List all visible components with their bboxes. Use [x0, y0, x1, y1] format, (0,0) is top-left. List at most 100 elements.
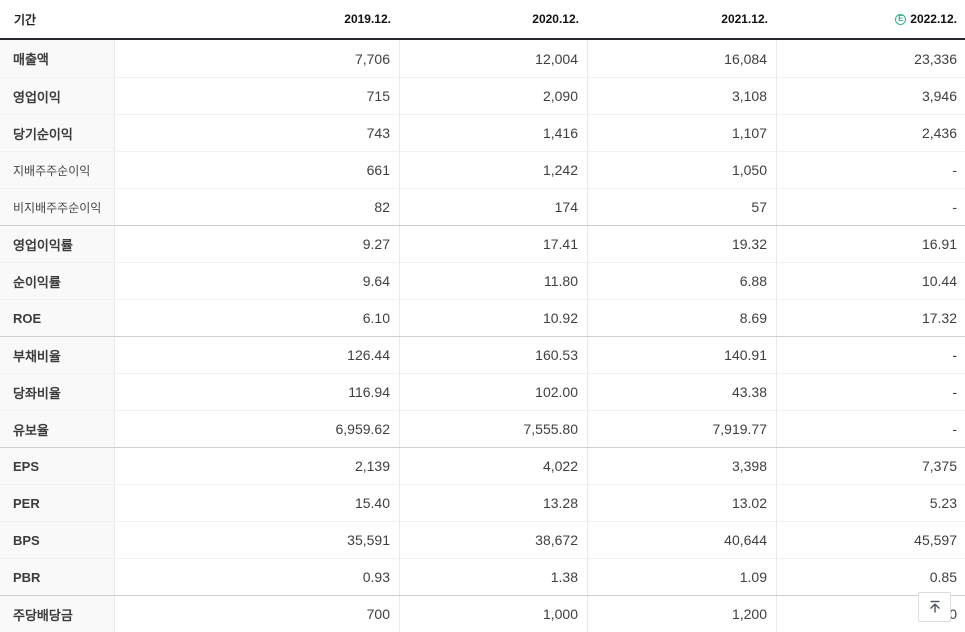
value-cell: 35,591 — [115, 522, 400, 558]
value-cell: 116.94 — [115, 374, 400, 410]
row-label: 주당배당금 — [0, 596, 115, 632]
table-row: 매출액 7,706 12,004 16,084 23,336 — [0, 40, 965, 77]
value-cell: 43.38 — [588, 374, 777, 410]
value-cell: 743 — [115, 115, 400, 151]
value-cell: 140.91 — [588, 337, 777, 373]
value-cell: 160.53 — [400, 337, 588, 373]
value-cell: 7,919.77 — [588, 411, 777, 447]
table-row: PBR 0.93 1.38 1.09 0.85 — [0, 558, 965, 595]
value-cell: 174 — [400, 189, 588, 225]
value-cell: - — [777, 152, 965, 188]
value-cell: - — [777, 411, 965, 447]
column-header: E 2022.12. — [777, 0, 965, 38]
table-row: EPS 2,139 4,022 3,398 7,375 — [0, 447, 965, 484]
value-cell: - — [777, 189, 965, 225]
value-cell: 1.38 — [400, 559, 588, 595]
value-cell: 6.88 — [588, 263, 777, 299]
value-cell: 2,090 — [400, 78, 588, 114]
row-label: 영업이익률 — [0, 226, 115, 262]
column-header-label: 2021.12. — [721, 12, 768, 26]
row-label: PBR — [0, 559, 115, 595]
row-label: 매출액 — [0, 40, 115, 77]
row-label: ROE — [0, 300, 115, 336]
value-cell: 13.02 — [588, 485, 777, 521]
value-cell: - — [777, 337, 965, 373]
value-cell: 1,000 — [400, 596, 588, 632]
value-cell: 11.80 — [400, 263, 588, 299]
table-row: 영업이익률 9.27 17.41 19.32 16.91 — [0, 225, 965, 262]
row-label: 당기순이익 — [0, 115, 115, 151]
table-row: ROE 6.10 10.92 8.69 17.32 — [0, 299, 965, 336]
value-cell: 1,050 — [588, 152, 777, 188]
value-cell: 10.92 — [400, 300, 588, 336]
value-cell: 7,555.80 — [400, 411, 588, 447]
value-cell: 19.32 — [588, 226, 777, 262]
value-cell: - — [777, 374, 965, 410]
row-label: 당좌비율 — [0, 374, 115, 410]
table-row: PER 15.40 13.28 13.02 5.23 — [0, 484, 965, 521]
value-cell: 1,107 — [588, 115, 777, 151]
column-header: 2020.12. — [400, 0, 588, 38]
scroll-to-top-button[interactable] — [918, 592, 951, 622]
row-label: 순이익률 — [0, 263, 115, 299]
value-cell: 1,242 — [400, 152, 588, 188]
value-cell: 1,416 — [400, 115, 588, 151]
value-cell: 7,375 — [777, 448, 965, 484]
column-header-label: 2019.12. — [344, 12, 391, 26]
period-header-label: 기간 — [14, 12, 37, 27]
value-cell: 2,139 — [115, 448, 400, 484]
value-cell: 40,644 — [588, 522, 777, 558]
row-label: 영업이익 — [0, 78, 115, 114]
table-row: 영업이익 715 2,090 3,108 3,946 — [0, 77, 965, 114]
table-row: BPS 35,591 38,672 40,644 45,597 — [0, 521, 965, 558]
value-cell: 1.09 — [588, 559, 777, 595]
column-header-label: 2022.12. — [910, 12, 957, 26]
value-cell: 7,706 — [115, 40, 400, 77]
value-cell: 38,672 — [400, 522, 588, 558]
value-cell: 17.32 — [777, 300, 965, 336]
value-cell: 10.44 — [777, 263, 965, 299]
value-cell: 82 — [115, 189, 400, 225]
value-cell: 8.69 — [588, 300, 777, 336]
table-row: 순이익률 9.64 11.80 6.88 10.44 — [0, 262, 965, 299]
value-cell: 715 — [115, 78, 400, 114]
column-header: 2019.12. — [115, 0, 400, 38]
row-label: PER — [0, 485, 115, 521]
value-cell: 3,108 — [588, 78, 777, 114]
value-cell: 4,022 — [400, 448, 588, 484]
table-row: 당기순이익 743 1,416 1,107 2,436 — [0, 114, 965, 151]
value-cell: 3,398 — [588, 448, 777, 484]
value-cell: 17.41 — [400, 226, 588, 262]
value-cell: 5.23 — [777, 485, 965, 521]
value-cell: 16,084 — [588, 40, 777, 77]
value-cell: 13.28 — [400, 485, 588, 521]
value-cell: 1,200 — [588, 596, 777, 632]
value-cell: 16.91 — [777, 226, 965, 262]
row-label: 부채비율 — [0, 337, 115, 373]
value-cell: 126.44 — [115, 337, 400, 373]
value-cell: 45,597 — [777, 522, 965, 558]
value-cell: 661 — [115, 152, 400, 188]
row-label: 비지배주주순이익 — [0, 189, 115, 225]
value-cell: 3,946 — [777, 78, 965, 114]
value-cell: 12,004 — [400, 40, 588, 77]
header-row: 기간 2019.12. 2020.12. 2021.12. E 2022.12. — [0, 0, 965, 40]
row-label: 지배주주순이익 — [0, 152, 115, 188]
column-header-label: 2020.12. — [532, 12, 579, 26]
value-cell: 0.93 — [115, 559, 400, 595]
table-row: 부채비율 126.44 160.53 140.91- — [0, 336, 965, 373]
table-row: 비지배주주순이익 82 174 57- — [0, 188, 965, 225]
value-cell: 15.40 — [115, 485, 400, 521]
value-cell: 9.27 — [115, 226, 400, 262]
row-label: 유보율 — [0, 411, 115, 447]
value-cell: 57 — [588, 189, 777, 225]
row-label: BPS — [0, 522, 115, 558]
value-cell: 0.85 — [777, 559, 965, 595]
table-row: 유보율 6,959.62 7,555.80 7,919.77- — [0, 410, 965, 447]
value-cell: 23,336 — [777, 40, 965, 77]
value-cell: 6.10 — [115, 300, 400, 336]
up-arrow-to-bar-icon — [927, 599, 943, 615]
row-label: EPS — [0, 448, 115, 484]
value-cell: 700 — [115, 596, 400, 632]
